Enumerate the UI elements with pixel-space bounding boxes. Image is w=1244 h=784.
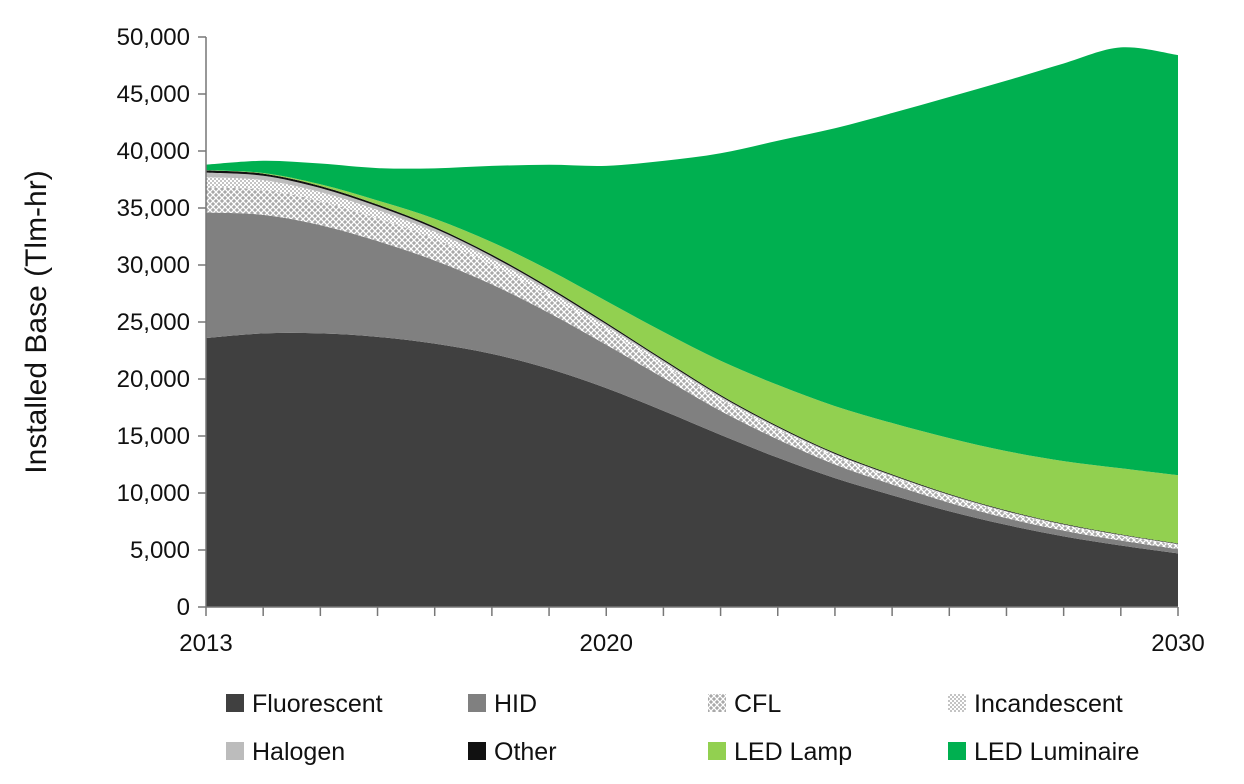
y-tick-label: 50,000 xyxy=(117,24,190,51)
legend-item-fluorescent: Fluorescent xyxy=(226,690,383,718)
legend-item-other: Other xyxy=(468,738,557,766)
legend-item-hid: HID xyxy=(468,690,537,718)
y-tick-label: 40,000 xyxy=(117,138,190,165)
legend-label: HID xyxy=(494,690,537,718)
areas-layer xyxy=(206,47,1178,607)
legend-swatch xyxy=(708,694,726,712)
area-fluorescent xyxy=(206,332,1178,607)
area-led-lamp xyxy=(206,170,1178,544)
x-tick-label: 2013 xyxy=(179,630,232,657)
legend-swatch xyxy=(226,694,244,712)
legend-swatch xyxy=(468,742,486,760)
y-tick-label: 0 xyxy=(177,594,190,621)
y-tick-label: 5,000 xyxy=(130,537,190,564)
legend-label: Other xyxy=(494,738,557,766)
y-tick-label: 20,000 xyxy=(117,366,190,393)
legend-label: LED Lamp xyxy=(734,738,852,766)
legend-label: CFL xyxy=(734,690,781,718)
legend-item-led-luminaire: LED Luminaire xyxy=(948,738,1139,766)
y-tick-label: 30,000 xyxy=(117,252,190,279)
y-tick-label: 15,000 xyxy=(117,423,190,450)
legend-swatch xyxy=(226,742,244,760)
legend-label: LED Luminaire xyxy=(974,738,1139,766)
y-tick-label: 35,000 xyxy=(117,195,190,222)
legend-item-incandescent: Incandescent xyxy=(948,690,1123,718)
legend-item-halogen: Halogen xyxy=(226,738,345,766)
legend-label: Fluorescent xyxy=(252,690,383,718)
legend: Fluorescent HID CFL Incandescent Halogen Othe… xyxy=(226,690,1139,766)
y-tick-label: 45,000 xyxy=(117,81,190,108)
area-hid xyxy=(206,212,1178,554)
area-led-luminaire xyxy=(206,47,1178,476)
x-tick-label: 2020 xyxy=(580,630,633,657)
axes-layer: 0 5,000 10,000 15,000 20,000 25,000 30,000 35,0… xyxy=(117,24,1205,657)
y-axis-label: Installed Base (Tlm-hr) xyxy=(20,170,53,473)
y-tick-label: 10,000 xyxy=(117,480,190,507)
x-tick-label: 2030 xyxy=(1151,630,1204,657)
legend-swatch xyxy=(948,694,966,712)
legend-item-cfl: CFL xyxy=(708,690,781,718)
legend-label: Halogen xyxy=(252,738,345,766)
legend-item-led-lamp: LED Lamp xyxy=(708,738,852,766)
legend-swatch xyxy=(708,742,726,760)
y-tick-label: 25,000 xyxy=(117,309,190,336)
legend-label: Incandescent xyxy=(974,690,1123,718)
legend-swatch xyxy=(948,742,966,760)
legend-swatch xyxy=(468,694,486,712)
